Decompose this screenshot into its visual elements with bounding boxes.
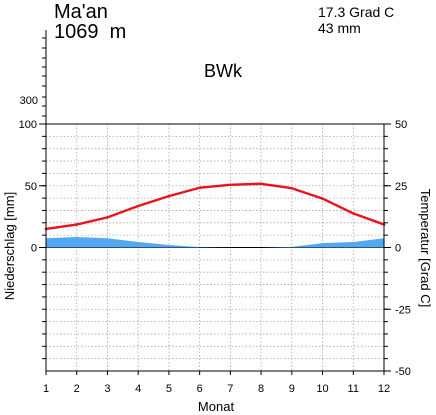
x-tick-label: 12 bbox=[378, 383, 390, 395]
y-right-tick-label: 25 bbox=[395, 181, 407, 193]
temperature-point bbox=[106, 216, 109, 219]
temperature-point bbox=[75, 223, 79, 226]
y-left-tick-label: 0 bbox=[31, 243, 37, 255]
station-name: Ma'an bbox=[54, 1, 108, 23]
precipitation-layer bbox=[46, 237, 384, 248]
climate-classification: BWk bbox=[204, 61, 242, 81]
mean-temperature: 17.3 Grad C bbox=[318, 4, 395, 20]
temperature-point bbox=[351, 212, 355, 215]
y-right-tick-label: -50 bbox=[395, 366, 411, 378]
y-left-tick-label: 50 bbox=[25, 181, 37, 193]
y-right-tick-label: 50 bbox=[395, 119, 407, 131]
y-left-tick-label: 100 bbox=[19, 119, 37, 131]
x-axis-label: Monat bbox=[198, 399, 235, 414]
y-axis-left-label: Niederschlag [mm] bbox=[2, 192, 17, 300]
y-right-tick-label: 0 bbox=[395, 243, 401, 255]
x-tick-label: 6 bbox=[197, 383, 203, 395]
y-left-upper-tick-label: 300 bbox=[20, 95, 38, 107]
x-tick-label: 4 bbox=[135, 383, 141, 395]
temperature-line bbox=[45, 182, 385, 231]
precipitation-area bbox=[46, 237, 384, 248]
chart-axes bbox=[42, 30, 385, 372]
x-tick-label: 11 bbox=[348, 383, 359, 395]
temperature-point bbox=[321, 197, 324, 200]
annual-precipitation: 43 mm bbox=[318, 20, 361, 36]
x-tick-label: 2 bbox=[74, 383, 80, 395]
temperature-point bbox=[259, 182, 263, 186]
temperature-point bbox=[290, 186, 294, 190]
y-right-tick-label: -25 bbox=[395, 304, 411, 316]
temperature-point bbox=[198, 186, 201, 190]
x-tick-label: 7 bbox=[227, 383, 233, 395]
x-tick-label: 1 bbox=[43, 383, 49, 395]
x-tick-label: 5 bbox=[166, 383, 172, 395]
temperature-point bbox=[136, 204, 140, 208]
x-tick-label: 9 bbox=[289, 383, 295, 395]
y-axis-right-label: Temperatur [Grad C] bbox=[418, 189, 433, 308]
x-tick-label: 8 bbox=[258, 383, 264, 395]
temperature-layer bbox=[44, 182, 386, 231]
station-elevation: 1069 m bbox=[54, 21, 127, 43]
x-tick-label: 3 bbox=[104, 383, 110, 395]
temperature-point bbox=[167, 194, 171, 198]
temperature-point bbox=[229, 183, 232, 187]
x-tick-label: 10 bbox=[316, 383, 328, 395]
